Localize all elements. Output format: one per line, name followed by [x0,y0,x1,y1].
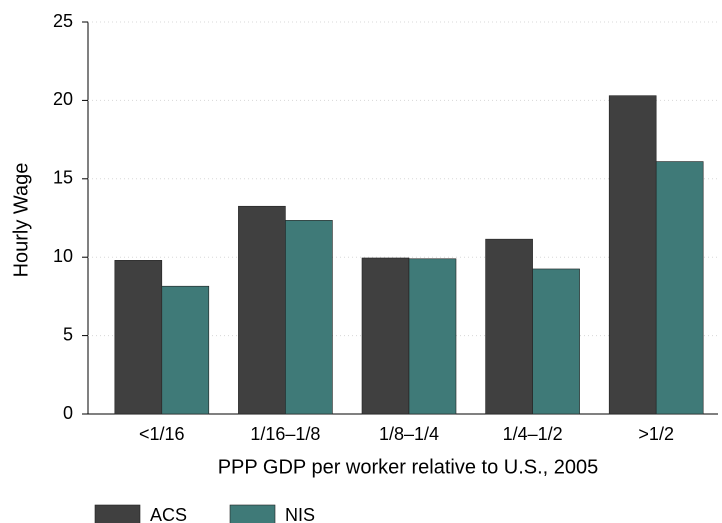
x-tick-label: <1/16 [139,424,185,444]
y-tick-label: 0 [63,403,73,423]
legend-label: NIS [285,505,315,523]
y-axis-title: Hourly Wage [10,163,32,278]
y-tick-label: 10 [53,246,73,266]
bar [238,205,286,415]
bar [361,257,410,415]
legend-label: ACS [150,505,187,523]
bar [285,220,333,415]
y-tick-label: 5 [63,324,73,344]
x-tick-label: 1/16–1/8 [250,424,320,444]
bar [655,161,704,415]
y-tick-label: 20 [53,89,73,109]
bar [485,238,533,415]
bar [114,260,163,415]
bar [408,258,457,415]
bar [532,268,580,415]
x-axis-title: PPP GDP per worker relative to U.S., 200… [218,456,599,478]
bar [608,95,657,415]
y-tick-label: 25 [53,11,73,31]
y-tick-label: 15 [53,168,73,188]
bar [161,285,210,415]
legend-swatch [229,504,276,523]
x-tick-label: >1/2 [638,424,674,444]
x-tick-label: 1/4–1/2 [503,424,563,444]
legend-swatch [94,504,141,523]
x-tick-label: 1/8–1/4 [379,424,439,444]
